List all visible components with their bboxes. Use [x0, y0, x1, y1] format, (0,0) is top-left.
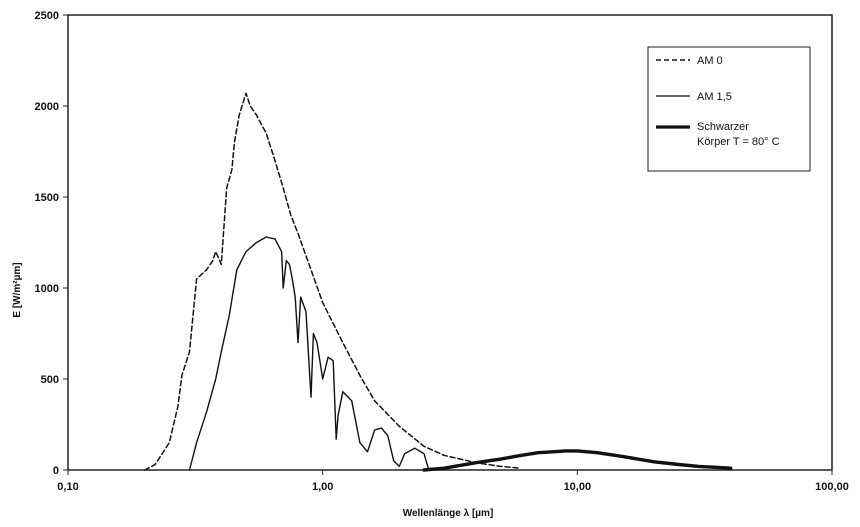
x-axis-title: Wellenlänge λ [µm] [403, 508, 494, 519]
y-tick-label: 1500 [35, 192, 59, 204]
legend-box [647, 46, 811, 172]
series-layer [143, 92, 733, 472]
y-tick-label: 2000 [35, 101, 59, 113]
series-am0-line [143, 92, 522, 471]
x-tick-label: 0,10 [57, 481, 78, 493]
y-tick-label: 1000 [35, 283, 59, 295]
y-axis-title: E [W/m²µm] [12, 262, 23, 317]
series-blackbody-line [422, 449, 733, 472]
legend-label-blackbody-1: Schwarzer [697, 121, 749, 133]
x-tick-label: 1,00 [312, 481, 333, 493]
y-tick-label: 2500 [35, 10, 59, 22]
legend-label-am15: AM 1,5 [697, 91, 732, 103]
legend: AM 0 AM 1,5 Schwarzer Körper T = 80° C [647, 46, 811, 172]
x-tick-label: 100,00 [815, 481, 849, 493]
y-axis: 0 500 1000 1500 2000 2500 [35, 10, 68, 477]
plot-frame [67, 14, 833, 471]
legend-label-blackbody-2: Körper T = 80° C [697, 136, 780, 148]
series-am15-line [188, 236, 445, 471]
y-tick-label: 0 [53, 465, 59, 477]
x-axis: 0,10 1,00 10,00 100,00 [57, 470, 849, 493]
x-tick-label: 10,00 [564, 481, 592, 493]
y-tick-label: 500 [41, 374, 59, 386]
legend-label-am0: AM 0 [697, 55, 723, 67]
